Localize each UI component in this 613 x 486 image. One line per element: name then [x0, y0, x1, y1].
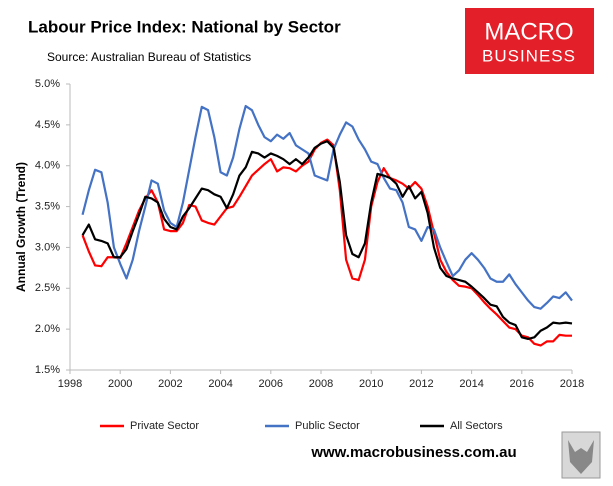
logo-text: BUSINESS — [482, 46, 576, 65]
x-tick-label: 2016 — [510, 378, 534, 390]
chart-title: Labour Price Index: National by Sector — [28, 17, 341, 36]
y-tick-label: 3.0% — [35, 241, 60, 253]
x-tick-label: 2012 — [409, 378, 433, 390]
footer: www.macrobusiness.com.au — [310, 444, 516, 461]
chart-subtitle: Source: Australian Bureau of Statistics — [47, 50, 251, 64]
x-tick-label: 2008 — [309, 378, 333, 390]
y-tick-label: 3.5% — [35, 200, 60, 212]
y-axis-label: Annual Growth (Trend) — [14, 162, 28, 292]
y-tick-label: 4.0% — [35, 160, 60, 172]
y-tick-label: 4.5% — [35, 119, 60, 131]
logo-box — [465, 8, 594, 74]
x-tick-label: 1998 — [58, 378, 82, 390]
x-tick-label: 2010 — [359, 378, 383, 390]
x-tick-label: 2004 — [208, 378, 232, 390]
x-tick-label: 2000 — [108, 378, 132, 390]
x-tick-label: 2002 — [158, 378, 182, 390]
x-tick-label: 2006 — [259, 378, 283, 390]
y-tick-label: 1.5% — [35, 364, 60, 376]
series-line — [81, 138, 572, 347]
x-tick-label: 2014 — [459, 378, 483, 390]
logo-text: MACRO — [484, 18, 573, 45]
legend-label: All Sectors — [450, 420, 503, 432]
y-tick-label: 2.5% — [35, 282, 60, 294]
series-line — [81, 140, 573, 341]
legend-label: Public Sector — [295, 420, 360, 432]
y-tick-label: 2.0% — [35, 323, 60, 335]
series-line — [81, 104, 573, 310]
y-tick-label: 5.0% — [35, 78, 60, 90]
x-tick-label: 2018 — [560, 378, 584, 390]
legend-label: Private Sector — [130, 420, 199, 432]
wolf-icon — [568, 440, 594, 474]
